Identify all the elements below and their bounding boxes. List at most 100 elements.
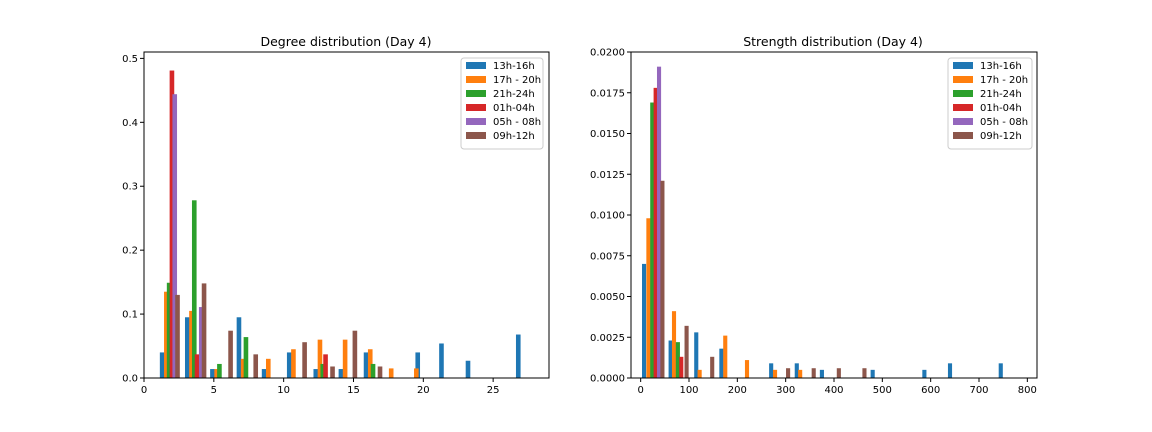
y-tick-label: 0.0000 xyxy=(590,374,625,385)
bar xyxy=(646,218,651,378)
bar xyxy=(317,339,323,378)
bars-layer xyxy=(642,66,1003,379)
x-tick-label: 400 xyxy=(824,385,843,396)
legend-swatch xyxy=(953,118,973,125)
legend: 13h-16h 17h - 20h 21h-24h 01h-04h 05h - … xyxy=(947,57,1033,150)
bar xyxy=(668,340,673,378)
x-tick-label: 200 xyxy=(728,385,747,396)
bar xyxy=(772,369,778,378)
legend-label: 13h-16h xyxy=(493,61,535,72)
y-tick-label: 0.3 xyxy=(122,182,138,193)
x-tick-label: 100 xyxy=(679,385,698,396)
y-tick-label: 0.5 xyxy=(122,54,138,65)
x-tick-label: 20 xyxy=(417,385,430,396)
x-tick-label: 300 xyxy=(776,385,795,396)
x-tick-label: 800 xyxy=(1018,385,1037,396)
legend-label: 01h-04h xyxy=(980,103,1022,114)
x-tick-label: 500 xyxy=(873,385,892,396)
y-tick-label: 0.4 xyxy=(122,118,138,129)
bar xyxy=(697,369,702,378)
bar xyxy=(217,363,222,378)
bar xyxy=(236,317,242,378)
bar xyxy=(671,311,677,378)
bar xyxy=(439,343,444,378)
bars-layer xyxy=(159,70,521,378)
bar xyxy=(228,330,233,378)
legend: 13h-16h 17h - 20h 21h-24h 01h-04h 05h - … xyxy=(460,57,544,150)
legend-label: 13h-16h xyxy=(980,61,1022,72)
x-tick-label: 5 xyxy=(211,385,217,396)
bar xyxy=(169,70,175,378)
bar xyxy=(253,354,259,378)
legend-label: 21h-24h xyxy=(980,89,1022,100)
x-axis-ticks: 0 100 200 300 400 500 600 700 800 xyxy=(637,378,1037,396)
legend-label: 09h-12h xyxy=(980,131,1022,142)
legend-swatch xyxy=(466,118,486,125)
x-tick-label: 10 xyxy=(277,385,290,396)
bar xyxy=(166,282,172,378)
bar xyxy=(798,369,803,378)
bar xyxy=(388,368,394,378)
bar xyxy=(172,94,178,378)
x-tick-label: 0 xyxy=(141,385,147,396)
y-tick-label: 0.2 xyxy=(122,246,138,257)
x-tick-label: 0 xyxy=(637,385,643,396)
bar xyxy=(189,310,194,378)
legend-swatch xyxy=(953,132,973,139)
bar xyxy=(214,369,219,378)
x-tick-label: 700 xyxy=(969,385,988,396)
bar xyxy=(656,66,662,379)
plot-frame xyxy=(143,51,550,379)
bar xyxy=(819,369,824,378)
bar xyxy=(194,354,200,378)
bar xyxy=(922,369,927,378)
bar xyxy=(286,352,292,378)
legend-label: 05h - 08h xyxy=(980,117,1028,128)
legend-swatch xyxy=(953,62,973,69)
legend-label: 17h - 20h xyxy=(980,75,1028,86)
bar xyxy=(679,356,684,378)
bar xyxy=(719,348,724,378)
legend-swatch xyxy=(466,104,486,111)
bar xyxy=(836,368,841,378)
bar xyxy=(342,339,348,378)
bar xyxy=(370,363,376,378)
bar xyxy=(184,317,190,378)
bar xyxy=(684,325,689,378)
y-tick-label: 0.0175 xyxy=(590,88,625,99)
bar xyxy=(660,180,665,378)
bar xyxy=(998,363,1003,378)
bar xyxy=(323,354,328,378)
y-axis-ticks: 0.0000 0.0025 0.0050 0.0075 0.0100 0.0125 0.01… xyxy=(590,48,631,385)
y-tick-label: 0.0125 xyxy=(590,170,625,181)
y-axis-ticks: 0.0 0.1 0.2 0.3 0.4 0.5 xyxy=(122,54,144,385)
bar xyxy=(291,349,296,378)
bar xyxy=(175,294,180,378)
bar xyxy=(515,334,521,378)
bar xyxy=(367,349,373,378)
bar xyxy=(377,366,383,378)
bar xyxy=(363,352,369,378)
bar xyxy=(744,360,750,378)
bar xyxy=(159,352,165,378)
x-axis-ticks: 0 5 10 15 20 25 xyxy=(141,378,500,396)
bar xyxy=(415,352,421,378)
legend-swatch xyxy=(466,62,486,69)
x-tick-label: 15 xyxy=(347,385,360,396)
bar xyxy=(794,363,799,378)
bar xyxy=(201,283,207,378)
bar xyxy=(769,363,774,378)
bar xyxy=(240,358,246,378)
chart-title: Degree distribution (Day 4) xyxy=(260,34,431,49)
legend-swatch xyxy=(953,104,973,111)
degree-chart: Degree distribution (Day 4) 0 5 10 15 20 25 0… xyxy=(122,34,550,396)
bar xyxy=(870,369,875,378)
legend-label: 21h-24h xyxy=(493,89,535,100)
y-tick-label: 0.0150 xyxy=(590,129,625,140)
bar xyxy=(302,342,307,378)
y-tick-label: 0.0100 xyxy=(590,211,625,222)
bar xyxy=(243,337,249,378)
bar xyxy=(786,368,791,378)
chart-title: Strength distribution (Day 4) xyxy=(743,34,923,49)
bar xyxy=(320,363,326,378)
